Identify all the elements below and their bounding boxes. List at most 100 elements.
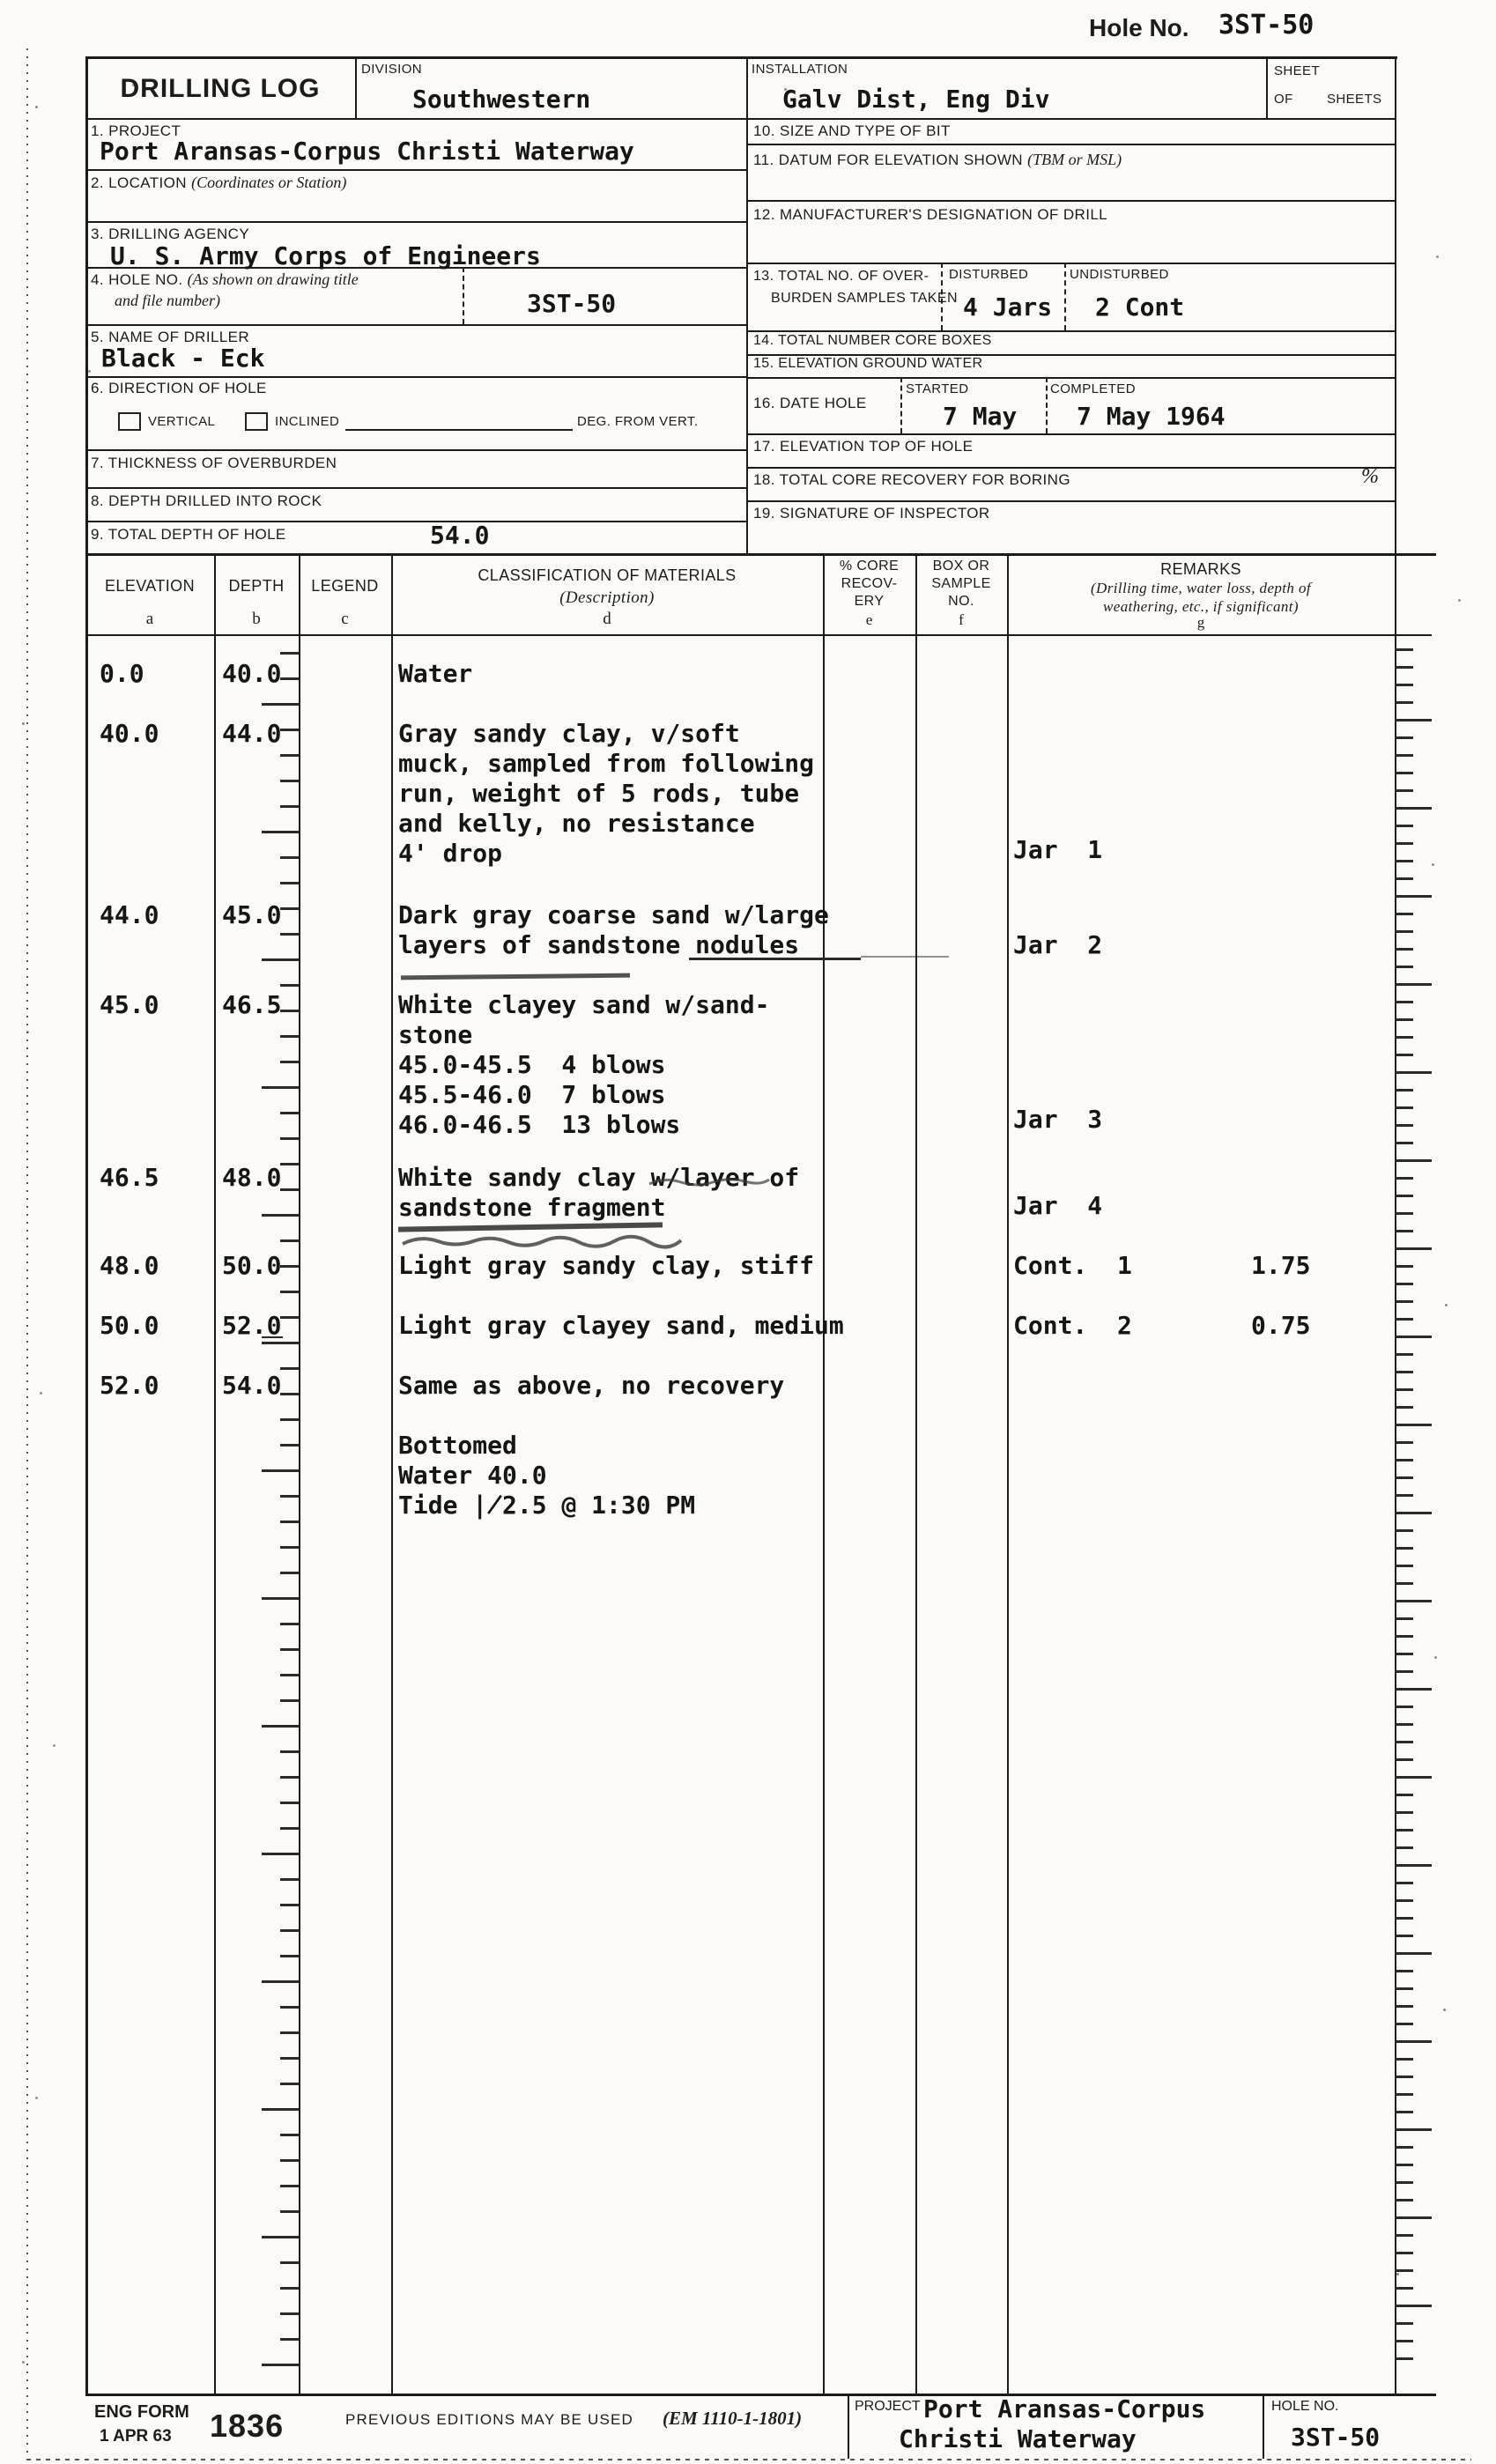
ruler-tick	[1395, 860, 1413, 862]
ruler-tick	[1395, 1917, 1413, 1920]
legend-tick	[262, 1214, 299, 1217]
ruler-tick	[1395, 2040, 1432, 2043]
inspector-label: 19. SIGNATURE OF INSPECTOR	[753, 505, 990, 522]
legend-tick	[280, 907, 299, 910]
legend-tick	[262, 1342, 299, 1344]
ruler-tick	[1395, 2305, 1432, 2307]
scan-speckles	[35, 106, 38, 108]
ruler-tick	[1395, 1265, 1413, 1268]
row-line	[746, 200, 1395, 202]
log-description-line: Light gray clayey sand, medium	[398, 1311, 844, 1340]
ruler-tick	[1395, 1353, 1413, 1356]
ruler-tick	[1395, 1547, 1413, 1550]
deg-blank-line	[345, 429, 573, 431]
driller-value: Black - Eck	[101, 344, 265, 373]
col-header-remarks-sub2: weathering, etc., if significant)	[1103, 598, 1299, 615]
legend-tick	[280, 1265, 299, 1268]
table-bottom-line	[85, 2394, 1436, 2396]
legend-tick	[280, 1035, 299, 1038]
bit-label: 10. SIZE AND TYPE OF BIT	[753, 122, 951, 139]
ruler-tick	[1395, 1212, 1413, 1215]
legend-tick	[280, 1112, 299, 1114]
ruler-tick	[1395, 2111, 1413, 2113]
row-line	[746, 500, 1395, 502]
squiggle-mark	[648, 1178, 770, 1187]
footer-hole-no-value: 3ST-50	[1291, 2423, 1381, 2452]
ruler-tick	[1395, 1459, 1413, 1461]
form-right-border	[1395, 56, 1396, 2394]
legend-tick	[280, 2134, 299, 2136]
drilling-agency-value: U. S. Army Corps of Engineers	[110, 241, 541, 270]
ruler-tick	[1395, 1318, 1413, 1321]
ruler-tick	[1395, 930, 1413, 933]
col-header-core-2: RECOV-	[841, 576, 898, 591]
legend-tick	[280, 882, 299, 884]
log-description-line: Bottomed	[398, 1431, 517, 1460]
legend-tick	[280, 1878, 299, 1881]
ruler-tick	[1395, 895, 1432, 898]
legend-tick	[280, 2031, 299, 2034]
log-elevation-cell: 52.0	[100, 1371, 159, 1400]
legend-tick	[280, 1776, 299, 1779]
em-reference: (EM 1110-1-1801)	[663, 2408, 803, 2429]
legend-tick	[280, 1827, 299, 1830]
col-header-depth: DEPTH	[228, 577, 285, 595]
legend-tick	[280, 2338, 299, 2341]
ruler-tick	[1395, 1600, 1432, 1602]
legend-tick	[280, 1929, 299, 1932]
log-description-line: Water	[398, 659, 473, 688]
divider	[355, 56, 357, 118]
ruler-tick	[1395, 1089, 1413, 1091]
log-description-line: layers of sandstone nodules	[398, 930, 800, 959]
legend-tick	[280, 1418, 299, 1421]
row-line	[85, 487, 746, 489]
log-elevation-cell: 48.0	[100, 1251, 159, 1280]
page-edge-bottom	[26, 2459, 1471, 2460]
ruler-tick	[1395, 983, 1432, 986]
ruler-tick	[1395, 1336, 1432, 1338]
log-elevation-cell: 0.0	[100, 659, 144, 688]
ruler-tick	[1395, 1776, 1432, 1779]
col-letter-c: c	[341, 610, 349, 628]
legend-tick	[280, 2185, 299, 2187]
footer-project-value-2: Christi Waterway	[899, 2424, 1137, 2453]
legend-tick	[280, 1188, 299, 1191]
disturbed-value: 4 Jars	[963, 292, 1053, 322]
ruler-tick	[1395, 2181, 1413, 2184]
completed-value: 7 May 1964	[1077, 402, 1226, 431]
ruler-tick	[1395, 754, 1413, 757]
legend-tick	[280, 754, 299, 757]
col-line-classification-core	[823, 553, 825, 2394]
ruler-tick	[1395, 2023, 1413, 2025]
legend-tick	[280, 1802, 299, 1804]
log-description-line: Same as above, no recovery	[398, 1371, 785, 1400]
log-description-line: White clayey sand w/sand-	[398, 990, 770, 1019]
log-elevation-cell: 50.0	[100, 1311, 159, 1340]
ruler-tick	[1395, 1054, 1413, 1056]
col-letter-a: a	[145, 610, 154, 628]
divider	[1266, 56, 1268, 118]
ruler-tick	[1395, 842, 1413, 845]
legend-tick	[280, 2057, 299, 2060]
ruler-tick	[1395, 1970, 1413, 1972]
inclined-label: INCLINED	[275, 414, 340, 429]
ruler-tick	[1395, 701, 1413, 704]
row-line	[746, 433, 1395, 435]
col-line-depth-legend	[299, 553, 300, 2394]
ruler-tick	[1395, 1247, 1432, 1250]
datum-label: 11. DATUM FOR ELEVATION SHOWN (TBM or MS…	[753, 151, 1122, 168]
legend-tick	[262, 831, 299, 833]
ruler-tick	[1395, 1036, 1413, 1039]
underline-mark	[861, 956, 949, 958]
samples-label-2: BURDEN SAMPLES TAKEN	[771, 291, 958, 306]
log-description-line: and kelly, no resistance	[398, 809, 755, 838]
legend-tick	[280, 1546, 299, 1549]
legend-tick	[262, 1980, 299, 1983]
vertical-checkbox[interactable]	[118, 412, 141, 431]
col-header-remarks: REMARKS	[1160, 560, 1241, 578]
inclined-checkbox[interactable]	[245, 412, 268, 431]
log-description-line: 46.0-46.5 13 blows	[398, 1110, 681, 1139]
row-line	[746, 144, 1395, 145]
footer-divider	[1263, 2394, 1264, 2459]
percent-sign: %	[1361, 465, 1379, 488]
